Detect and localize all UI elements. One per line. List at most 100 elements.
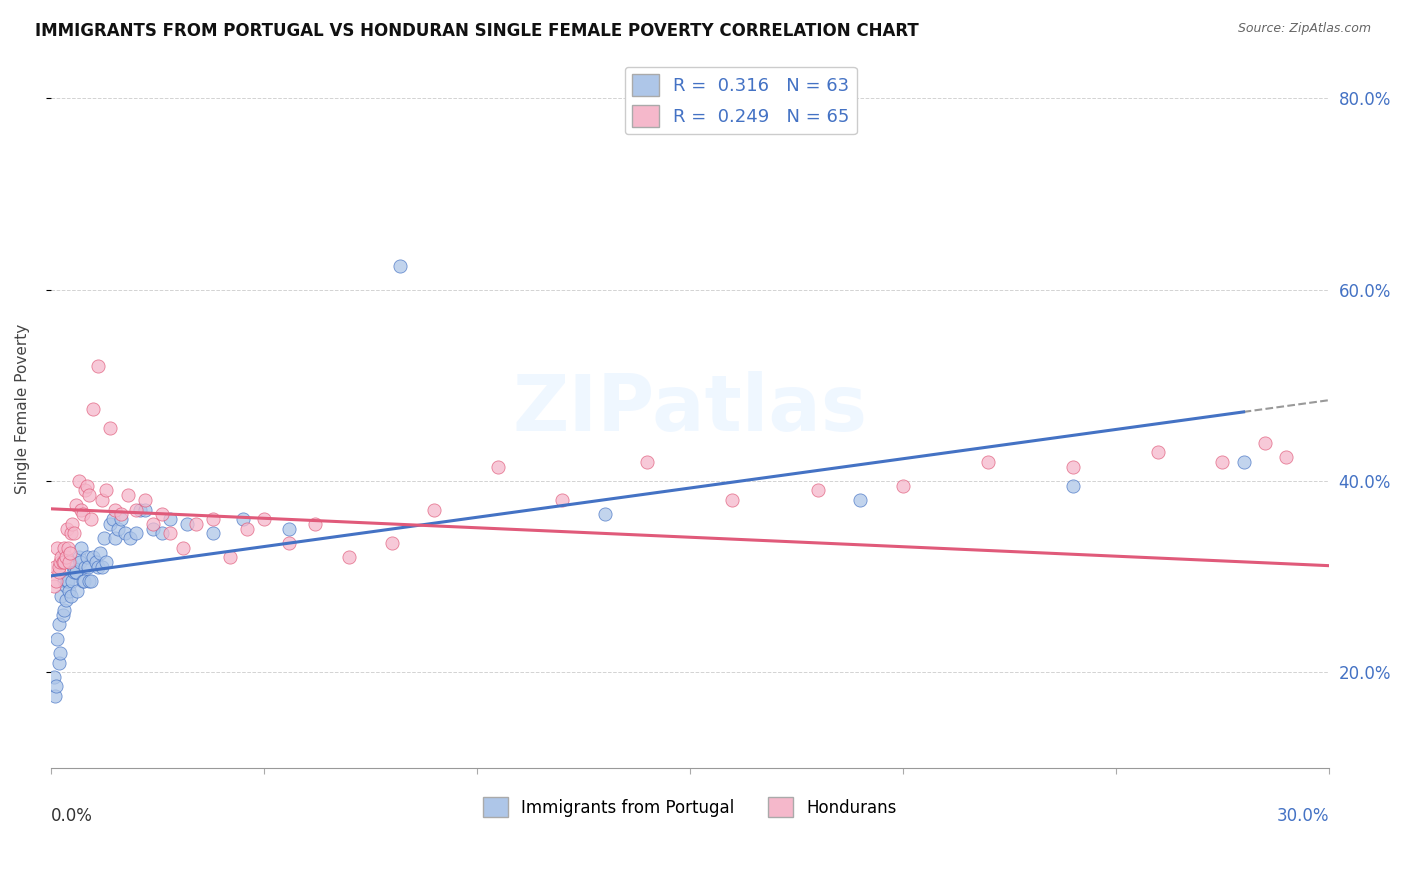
Point: [65, 565, 87, 579]
Point: [45, 680, 67, 694]
Point: [58, 555, 80, 569]
Point: [52, 607, 75, 622]
Point: [62, 560, 84, 574]
Point: [60, 526, 83, 541]
Point: [69, 555, 91, 569]
Point: [1062, 459, 1084, 474]
Point: [96, 483, 118, 498]
Point: [142, 516, 165, 531]
Point: [72, 508, 94, 522]
Point: [51, 550, 73, 565]
Point: [93, 531, 115, 545]
Point: [55, 550, 77, 565]
Point: [52, 574, 75, 589]
Y-axis label: Single Female Poverty: Single Female Poverty: [15, 324, 30, 494]
Point: [118, 531, 141, 545]
Point: [218, 550, 240, 565]
Point: [117, 488, 139, 502]
Point: [55, 579, 77, 593]
Point: [80, 574, 103, 589]
Point: [389, 259, 412, 273]
Text: 0.0%: 0.0%: [51, 807, 93, 825]
Point: [65, 498, 87, 512]
Point: [56, 541, 79, 555]
Point: [52, 555, 75, 569]
Point: [59, 555, 82, 569]
Point: [44, 579, 66, 593]
Point: [49, 555, 72, 569]
Point: [849, 493, 872, 508]
Point: [1062, 478, 1084, 492]
Point: [125, 502, 148, 516]
Point: [150, 526, 173, 541]
Point: [46, 632, 69, 646]
Point: [593, 508, 616, 522]
Point: [48, 656, 70, 670]
Point: [721, 493, 744, 508]
Point: [636, 455, 658, 469]
Point: [51, 589, 73, 603]
Point: [55, 593, 77, 607]
Point: [125, 526, 148, 541]
Point: [67, 550, 90, 565]
Point: [86, 560, 108, 574]
Point: [977, 455, 1000, 469]
Point: [67, 474, 90, 488]
Point: [73, 574, 96, 589]
Point: [60, 574, 83, 589]
Point: [46, 541, 69, 555]
Point: [56, 522, 79, 536]
Point: [891, 478, 914, 492]
Point: [381, 536, 404, 550]
Point: [89, 546, 111, 560]
Point: [807, 483, 830, 498]
Point: [551, 493, 574, 508]
Point: [65, 565, 87, 579]
Legend: Immigrants from Portugal, Hondurans: Immigrants from Portugal, Hondurans: [477, 790, 903, 824]
Point: [1232, 455, 1254, 469]
Point: [76, 478, 98, 492]
Point: [69, 541, 91, 555]
Point: [58, 583, 80, 598]
Point: [184, 516, 207, 531]
Point: [142, 522, 165, 536]
Point: [104, 502, 127, 516]
Point: [52, 555, 75, 569]
Point: [48, 560, 70, 574]
Point: [76, 550, 98, 565]
Point: [110, 508, 132, 522]
Point: [49, 646, 72, 660]
Point: [129, 502, 152, 516]
Point: [201, 526, 224, 541]
Point: [69, 502, 91, 516]
Point: [101, 512, 124, 526]
Point: [278, 536, 301, 550]
Point: [59, 546, 82, 560]
Point: [86, 359, 108, 374]
Point: [114, 526, 136, 541]
Point: [134, 502, 156, 516]
Point: [72, 574, 94, 589]
Point: [48, 617, 70, 632]
Point: [253, 512, 276, 526]
Point: [77, 574, 100, 589]
Point: [1275, 450, 1298, 464]
Point: [66, 583, 89, 598]
Point: [91, 493, 114, 508]
Point: [231, 512, 253, 526]
Point: [56, 574, 79, 589]
Text: ZIPatlas: ZIPatlas: [512, 371, 868, 447]
Point: [77, 488, 100, 502]
Point: [1147, 445, 1170, 459]
Point: [63, 526, 86, 541]
Point: [159, 512, 181, 526]
Point: [44, 670, 66, 684]
Point: [134, 493, 156, 508]
Text: IMMIGRANTS FROM PORTUGAL VS HONDURAN SINGLE FEMALE POVERTY CORRELATION CHART: IMMIGRANTS FROM PORTUGAL VS HONDURAN SIN…: [35, 22, 920, 40]
Point: [82, 550, 104, 565]
Point: [82, 402, 104, 417]
Point: [104, 531, 127, 545]
Text: Source: ZipAtlas.com: Source: ZipAtlas.com: [1237, 22, 1371, 36]
Point: [53, 603, 76, 617]
Point: [176, 516, 198, 531]
